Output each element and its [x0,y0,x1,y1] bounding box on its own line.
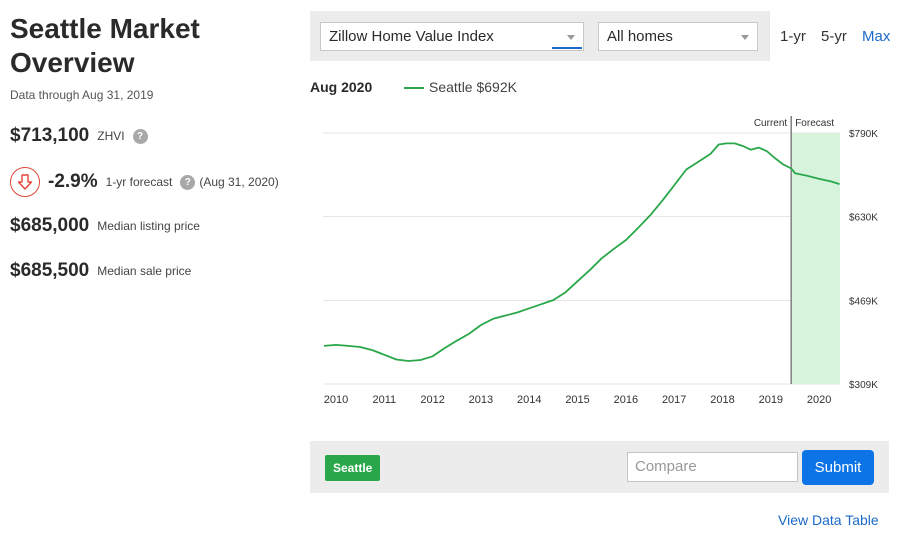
median-listing-label: Median listing price [97,219,200,233]
median-listing-stat: $685,000 Median listing price [10,215,200,237]
chart-controls: Zillow Home Value Index All homes 1-yr 5… [310,11,891,61]
x-tick-labels: 2010 2011 2012 2013 2014 2015 2016 2017 2018 2019… [324,394,832,406]
y-tick-label: $790K [849,129,878,140]
x-tick-label: 2016 [614,394,638,406]
zhvi-label: ZHVI [97,129,125,143]
view-data-table-link[interactable]: View Data Table [778,512,879,528]
x-tick-label: 2019 [759,394,783,406]
range-tabs: 1-yr 5-yr Max [769,11,891,61]
legend-series-swatch [404,87,424,89]
market-summary: Seattle Market Overview Data through Aug… [10,12,300,102]
home-type-select[interactable]: All homes [598,22,758,51]
y-tick-label: $469K [849,297,878,308]
data-through-date: Data through Aug 31, 2019 [10,88,154,102]
forecast-label: 1-yr forecast [105,175,173,189]
tab-5-yr[interactable]: 5-yr [821,28,847,45]
x-tick-label: 2013 [469,394,493,406]
series-line-seattle [323,142,840,362]
x-tick-label: 2020 [807,394,831,406]
compare-input[interactable]: Compare [627,452,798,482]
home-type-select-value: All homes [607,28,673,45]
page-title: Seattle Market Overview [10,12,300,80]
y-tick-label: $309K [849,380,878,391]
submit-button[interactable]: Submit [802,450,874,485]
active-tab-indicator [552,47,582,49]
median-sale-label: Median sale price [97,264,192,278]
metric-select-value: Zillow Home Value Index [329,28,494,45]
region-chip-seattle[interactable]: Seattle [325,455,381,481]
compare-bar: Seattle Compare Submit [310,441,889,493]
legend-series-label: Seattle $692K [429,79,517,95]
title-line-2: Overview [10,47,135,78]
y-tick-labels: $309K $469K $630K $790K [849,129,878,391]
chevron-down-icon [741,35,749,40]
forecast-stat: -2.9% 1-yr forecast ? (Aug 31, 2020) [10,167,279,197]
median-listing-value: $685,000 [10,215,90,236]
metric-select[interactable]: Zillow Home Value Index [320,22,584,51]
forecast-date: (Aug 31, 2020) [199,175,279,189]
current-label: Current [754,118,788,129]
grid-lines [323,132,840,385]
chevron-down-icon [567,35,575,40]
x-tick-label: 2012 [420,394,444,406]
y-tick-label: $630K [849,212,878,223]
x-tick-label: 2018 [710,394,734,406]
tab-1-yr[interactable]: 1-yr [780,28,806,45]
x-tick-label: 2017 [662,394,686,406]
median-sale-stat: $685,500 Median sale price [10,260,191,282]
forecast-value: -2.9% [48,171,98,192]
zhvi-help-icon[interactable]: ? [132,128,148,144]
home-value-chart: Current Forecast $309K $469K $630K $790K 20… [323,116,878,406]
legend-date: Aug 2020 [310,79,373,95]
x-tick-label: 2014 [517,394,541,406]
x-tick-label: 2015 [565,394,589,406]
zhvi-value: $713,100 [10,125,90,146]
tab-max[interactable]: Max [862,28,891,45]
x-tick-label: 2011 [372,394,396,406]
forecast-label: Forecast [795,118,834,129]
forecast-help-icon[interactable]: ? [180,174,196,190]
title-line-1: Seattle Market [10,13,200,44]
arrow-down-circle-icon [10,167,40,197]
zhvi-stat: $713,100 ZHVI ? [10,125,148,147]
forecast-band [791,133,840,384]
median-sale-value: $685,500 [10,260,90,281]
x-tick-label: 2010 [324,394,348,406]
